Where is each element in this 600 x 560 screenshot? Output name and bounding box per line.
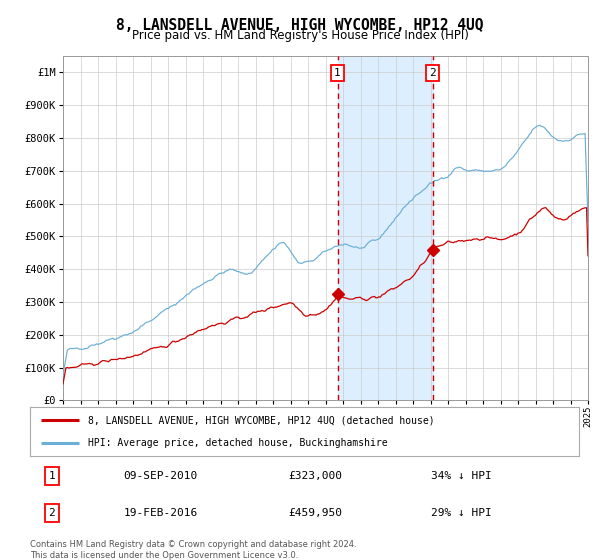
Text: 8, LANSDELL AVENUE, HIGH WYCOMBE, HP12 4UQ: 8, LANSDELL AVENUE, HIGH WYCOMBE, HP12 4…	[116, 18, 484, 33]
Text: 1: 1	[49, 472, 55, 482]
Text: 8, LANSDELL AVENUE, HIGH WYCOMBE, HP12 4UQ (detached house): 8, LANSDELL AVENUE, HIGH WYCOMBE, HP12 4…	[88, 416, 434, 426]
Text: £459,950: £459,950	[288, 508, 342, 518]
Bar	[338, 56, 433, 400]
Text: 34% ↓ HPI: 34% ↓ HPI	[431, 472, 491, 482]
Text: Price paid vs. HM Land Registry's House Price Index (HPI): Price paid vs. HM Land Registry's House …	[131, 29, 469, 42]
Text: 1: 1	[334, 68, 341, 78]
Text: £323,000: £323,000	[288, 472, 342, 482]
Text: 2: 2	[430, 68, 436, 78]
Text: HPI: Average price, detached house, Buckinghamshire: HPI: Average price, detached house, Buck…	[88, 437, 387, 447]
Text: Contains HM Land Registry data © Crown copyright and database right 2024.
This d: Contains HM Land Registry data © Crown c…	[30, 540, 356, 560]
Text: 09-SEP-2010: 09-SEP-2010	[124, 472, 197, 482]
Text: 2: 2	[49, 508, 55, 518]
Text: 29% ↓ HPI: 29% ↓ HPI	[431, 508, 491, 518]
Text: 19-FEB-2016: 19-FEB-2016	[124, 508, 197, 518]
